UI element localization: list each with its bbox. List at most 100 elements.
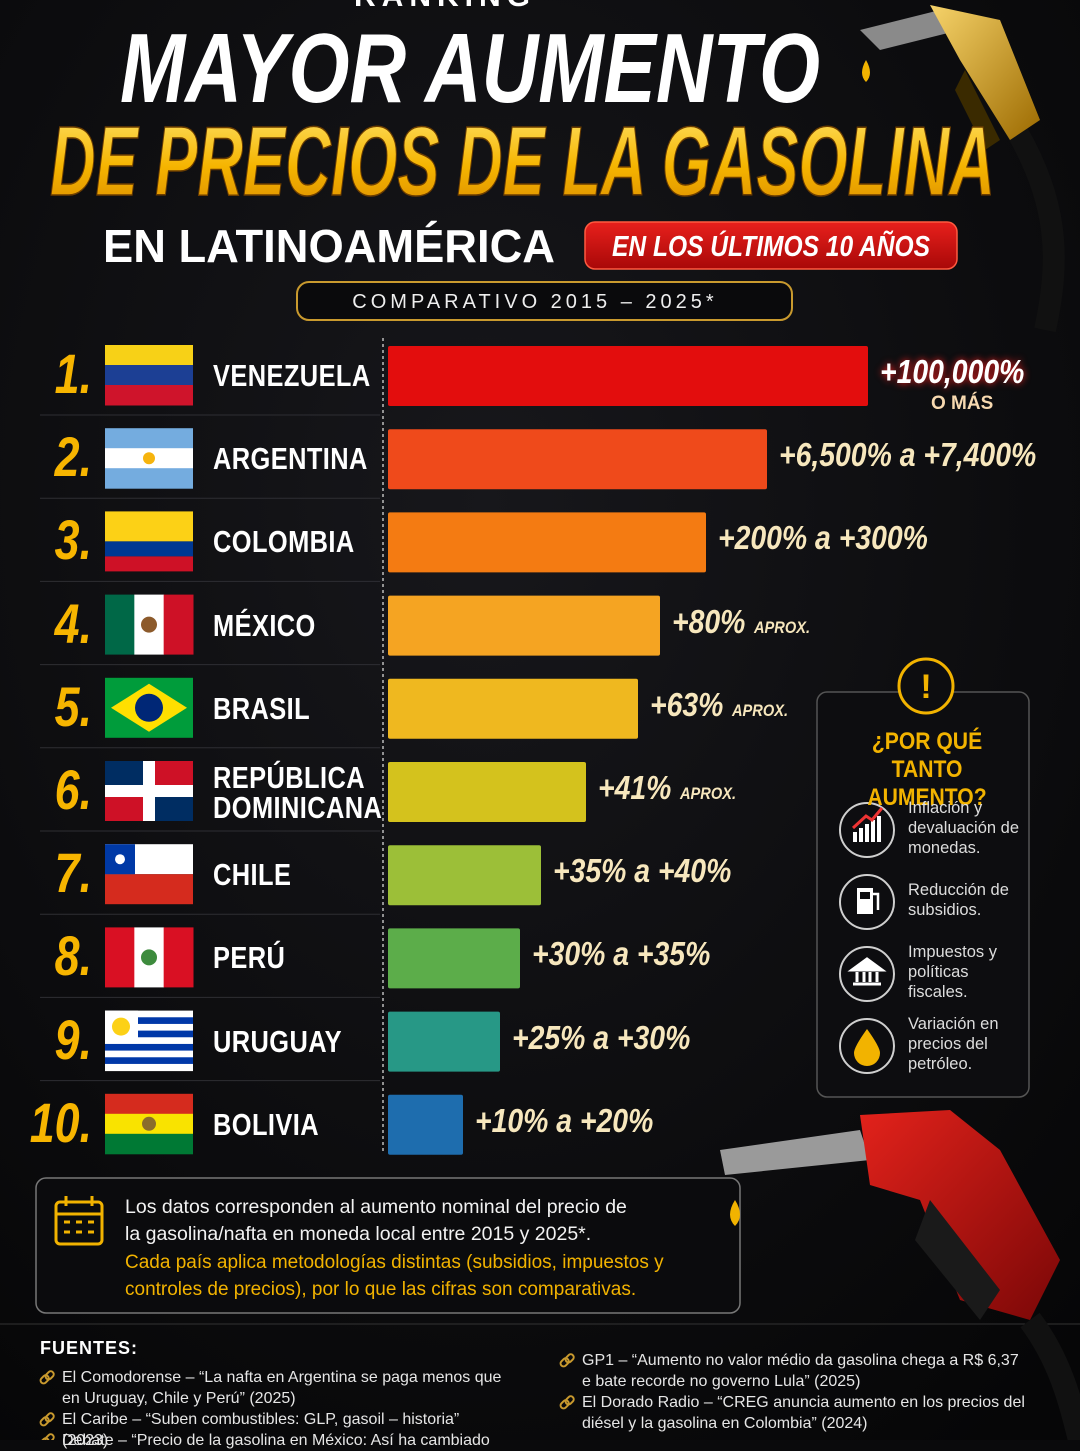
warning-mark: ! [920, 668, 931, 706]
increase: +6,500% a +7,400% [779, 436, 1036, 474]
flag-part [105, 927, 135, 988]
reason: Inflación y devaluación de monedas. [908, 799, 1020, 857]
flag [105, 345, 193, 406]
flag [105, 844, 193, 905]
increase: +10% a +20% [475, 1102, 653, 1140]
flag-part [105, 797, 143, 821]
note: APROX. [731, 700, 789, 720]
flag-part [105, 874, 193, 905]
link-icon [39, 1412, 55, 1427]
note: APROX. [679, 784, 737, 803]
reason-glyph [857, 888, 880, 914]
footnote-caveat: Cada país aplica metodologías distintas … [125, 1252, 664, 1300]
flag [105, 428, 193, 489]
flag-part [155, 761, 193, 785]
rank: 8. [54, 924, 92, 988]
flag-part [105, 541, 193, 557]
flag-part [105, 428, 193, 449]
bar [388, 762, 586, 822]
bar [388, 595, 660, 656]
kicker: RANKING [354, 0, 536, 13]
rank: 5. [54, 674, 92, 738]
flag-part [141, 949, 157, 966]
bar [388, 512, 706, 573]
flag [105, 511, 193, 572]
flag-part [163, 927, 194, 988]
flag [105, 594, 194, 655]
flag-part [105, 1133, 193, 1155]
bar [388, 429, 767, 490]
reason: Variación en precios del petróleo. [908, 1015, 999, 1073]
link-icon [39, 1370, 55, 1385]
country: PERÚ [213, 940, 286, 976]
flag [105, 1010, 193, 1072]
flag-part [105, 1093, 193, 1115]
flag-part [105, 1030, 193, 1038]
rank: 10. [29, 1090, 92, 1154]
reason-glyph [851, 807, 884, 842]
fuel-nozzle-red [720, 1110, 1080, 1440]
increase-value: +35% a +40% [553, 852, 732, 890]
increase-value: +30% a +35% [532, 935, 711, 973]
link-icon [39, 1433, 55, 1440]
source: El Comodorense – “La nafta en Argentina … [62, 1369, 502, 1407]
flag-part [163, 594, 194, 655]
rank: 1. [54, 342, 92, 405]
flag-part [105, 1023, 193, 1032]
increase-value: +10% a +20% [475, 1101, 654, 1139]
flag-part [105, 1050, 193, 1058]
increase-value: +100,000% [880, 353, 1025, 390]
flag-part [105, 1043, 193, 1052]
reason-glyph [847, 957, 887, 986]
bar [388, 928, 520, 989]
increase: +100,000% [880, 353, 1024, 391]
badge: EN LOS ÚLTIMOS 10 AÑOS [612, 229, 931, 263]
country: ARGENTINA [213, 441, 368, 477]
source: El Dorado Radio – “CREG anuncia aumento … [582, 1394, 1025, 1432]
country: BRASIL [213, 690, 311, 726]
flag-part [105, 365, 193, 386]
increase: +25% a +30% [512, 1019, 690, 1057]
country: VENEZUELA [213, 358, 371, 393]
rank: 7. [54, 841, 92, 905]
fuel-nozzle-gold [860, 5, 1065, 333]
badge-box [584, 221, 958, 270]
flag [105, 1093, 193, 1155]
period-box [296, 281, 793, 321]
bar [388, 346, 868, 406]
note: O MÁS [931, 393, 994, 414]
sources-title: FUENTES: [40, 1338, 138, 1358]
rank: 4. [54, 591, 92, 655]
footnote-box [35, 1177, 741, 1314]
flag-part [112, 1017, 130, 1036]
reason: Reducción de subsidios. [908, 881, 1009, 919]
warning-icon [897, 657, 955, 715]
flag-part [105, 511, 193, 542]
flag [105, 927, 194, 988]
bar [388, 845, 541, 906]
flag-part [105, 1057, 193, 1065]
increase: +200% a +300% [718, 519, 928, 557]
flag-part [141, 616, 157, 633]
increase: +80% APROX. [672, 603, 810, 641]
increase-value: +41% [598, 769, 672, 806]
flag-part [105, 1037, 193, 1045]
flag-part [135, 693, 163, 722]
flag [105, 761, 193, 821]
reason-icon [839, 946, 895, 1002]
country: COLOMBIA [213, 524, 355, 560]
bar [388, 1094, 463, 1155]
note: APROX. [753, 617, 811, 637]
title-line2: DE PRECIOS DE LA GASOLINA [50, 106, 995, 216]
flag-part [105, 1010, 193, 1018]
increase-value: +63% [650, 685, 724, 723]
increase: +41% APROX. [598, 769, 736, 807]
increase-value: +80% [672, 602, 746, 640]
country: BOLIVIA [213, 1106, 319, 1142]
ranking [40, 345, 868, 1155]
flag-part [105, 385, 193, 406]
flag-part [105, 556, 193, 572]
increase: +35% a +40% [553, 852, 731, 890]
country: MÉXICO [213, 607, 316, 643]
link-icon [559, 1395, 575, 1410]
